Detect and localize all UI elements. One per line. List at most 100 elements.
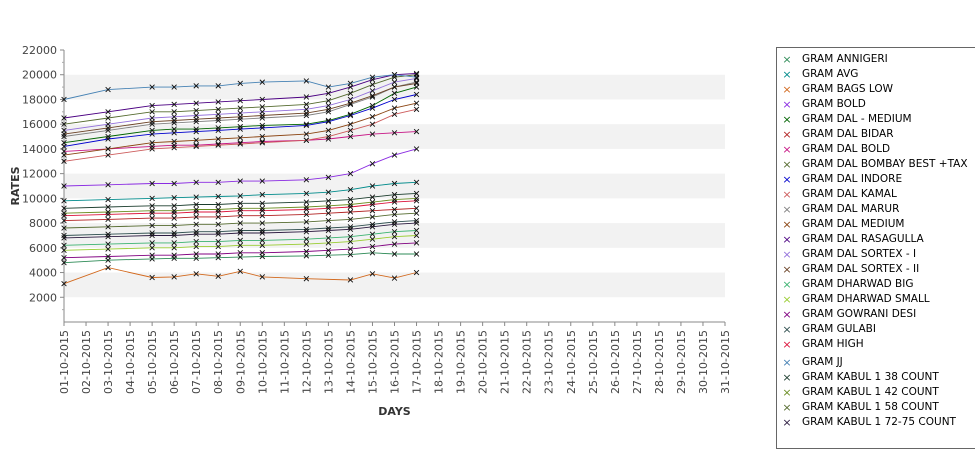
legend-label: GRAM HIGH xyxy=(802,338,864,350)
data-point-marker xyxy=(391,196,398,203)
x-tick-label: 20-10-2015 xyxy=(477,330,490,394)
legend-label: GRAM ANNIGERI xyxy=(802,53,888,65)
data-point-marker xyxy=(391,229,398,235)
data-point-marker xyxy=(347,246,354,252)
data-point-marker xyxy=(259,274,266,280)
x-axis-title: DAYS xyxy=(378,405,411,418)
data-point-marker xyxy=(149,215,155,221)
data-point-marker xyxy=(149,203,155,209)
x-tick-label: 08-10-2015 xyxy=(212,330,225,394)
data-point-marker xyxy=(61,121,67,127)
data-point-marker xyxy=(413,205,420,211)
data-point-marker xyxy=(193,179,199,186)
x-tick-label: 10-10-2015 xyxy=(256,330,269,394)
data-point-marker xyxy=(61,143,67,150)
legend-marker-icon: × xyxy=(782,371,792,384)
data-point-marker xyxy=(193,206,199,213)
data-point-marker xyxy=(61,280,67,287)
data-point-marker xyxy=(149,222,155,229)
data-point-marker xyxy=(325,198,332,204)
data-point-marker xyxy=(171,180,177,187)
data-point-marker xyxy=(369,105,376,111)
x-tick-label: 19-10-2015 xyxy=(455,330,468,394)
legend-label: GRAM BOLD xyxy=(802,98,866,110)
data-point-marker xyxy=(237,193,243,199)
data-point-marker xyxy=(369,194,376,200)
series-line xyxy=(63,197,417,214)
y-tick-label: 14000 xyxy=(22,143,57,156)
data-point-marker xyxy=(105,233,111,240)
data-point-marker xyxy=(369,93,376,99)
data-point-marker xyxy=(61,133,67,140)
data-point-marker xyxy=(149,232,155,239)
legend-marker-icon: × xyxy=(782,293,792,306)
chart-legend: × GRAM ANNIGERI × GRAM AVG × GRAM BAGS LOW × GR… xyxy=(776,47,975,449)
data-point-marker xyxy=(391,111,398,118)
legend-marker-icon: × xyxy=(782,416,792,429)
data-point-marker xyxy=(61,183,67,189)
data-point-marker xyxy=(325,247,332,254)
legend-marker-icon: × xyxy=(782,188,792,201)
data-point-marker xyxy=(105,241,111,247)
data-point-marker xyxy=(413,232,420,239)
data-point-marker xyxy=(61,254,67,261)
data-point-marker xyxy=(61,259,67,266)
x-tick-label: 01-10-2015 xyxy=(58,330,71,394)
legend-label: GRAM DHARWAD SMALL xyxy=(802,293,930,305)
legend-label: GRAM KABUL 1 72-75 COUNT xyxy=(802,416,956,428)
data-point-marker xyxy=(303,211,310,218)
data-point-marker xyxy=(61,217,67,224)
data-point-marker xyxy=(259,79,266,85)
x-tick-label: 07-10-2015 xyxy=(190,330,203,394)
data-point-marker xyxy=(215,125,221,131)
series-line xyxy=(63,212,417,229)
data-point-marker xyxy=(105,136,111,142)
data-point-marker xyxy=(413,217,420,224)
data-point-marker xyxy=(149,274,155,281)
data-point-marker xyxy=(369,199,376,205)
legend-marker-icon: × xyxy=(782,218,792,231)
data-point-marker xyxy=(369,271,376,277)
x-tick-label: 04-10-2015 xyxy=(124,330,137,394)
data-point-marker xyxy=(193,143,199,150)
data-point-marker xyxy=(171,232,177,239)
data-point-marker xyxy=(105,211,111,218)
data-point-marker xyxy=(105,264,111,271)
legend-label: GRAM DAL MEDIUM xyxy=(802,218,905,230)
data-point-marker xyxy=(237,208,243,214)
data-point-marker xyxy=(259,200,266,207)
data-point-marker xyxy=(61,152,67,158)
data-point-marker xyxy=(237,254,243,260)
series-line xyxy=(63,235,417,251)
data-point-marker xyxy=(413,198,420,204)
legend-label: GRAM AVG xyxy=(802,68,859,80)
x-tick-label: 31-10-2015 xyxy=(719,330,732,394)
data-point-marker xyxy=(171,130,177,136)
data-point-marker xyxy=(369,221,376,228)
data-point-marker xyxy=(193,126,199,132)
x-tick-label: 11-10-2015 xyxy=(278,330,291,394)
data-point-marker xyxy=(237,227,243,234)
data-point-marker xyxy=(237,80,243,87)
data-point-marker xyxy=(105,133,111,140)
data-point-marker xyxy=(149,121,155,127)
data-point-marker xyxy=(105,152,111,158)
data-point-marker xyxy=(413,251,420,257)
data-point-marker xyxy=(347,277,354,283)
legend-marker-icon: × xyxy=(782,53,792,66)
data-point-marker xyxy=(347,196,354,203)
x-tick-label: 12-10-2015 xyxy=(300,330,313,394)
legend-label: GRAM DAL MARUR xyxy=(802,203,900,215)
data-point-marker xyxy=(171,203,177,209)
x-tick-label: 09-10-2015 xyxy=(234,330,247,394)
data-point-marker xyxy=(171,101,177,108)
y-tick-label: 4000 xyxy=(29,267,57,280)
series-line xyxy=(63,74,417,100)
data-point-marker xyxy=(259,242,266,249)
data-point-marker xyxy=(369,214,376,220)
data-point-marker xyxy=(193,229,199,235)
data-point-marker xyxy=(325,225,332,231)
data-point-marker xyxy=(149,140,155,146)
data-point-marker xyxy=(105,209,111,215)
data-point-marker xyxy=(193,128,199,135)
